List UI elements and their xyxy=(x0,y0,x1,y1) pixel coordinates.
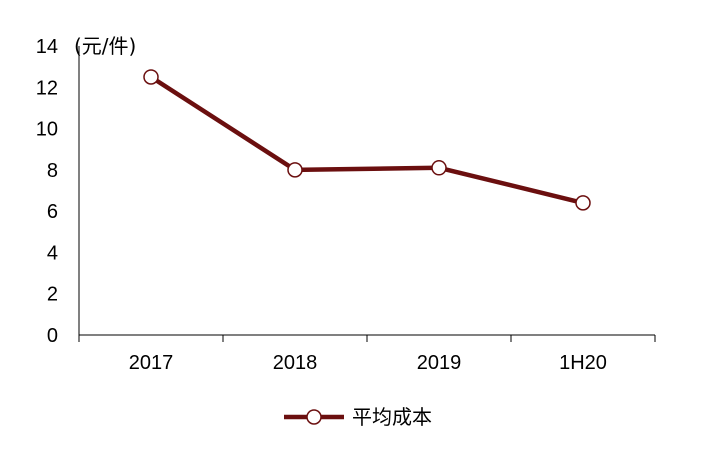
series-group xyxy=(143,69,591,211)
legend-label: 平均成本 xyxy=(352,405,432,429)
data-point-marker xyxy=(143,69,159,85)
x-axis-ticks: 2017 2018 2019 1H20 xyxy=(78,335,656,374)
series-line xyxy=(149,75,584,206)
x-tick-label: 2018 xyxy=(273,352,318,374)
y-tick-label: 4 xyxy=(47,242,58,264)
data-point-marker xyxy=(575,195,591,211)
x-tick-label: 2019 xyxy=(417,352,462,374)
y-tick-label: 0 xyxy=(47,325,58,347)
y-tick-label: 2 xyxy=(47,284,58,306)
legend-circle-marker xyxy=(306,409,322,425)
y-axis-ticks: 0 2 4 6 8 10 12 14 xyxy=(36,36,58,347)
y-tick-label: 8 xyxy=(47,160,58,182)
y-tick-label: 12 xyxy=(36,77,58,99)
x-tick-label: 1H20 xyxy=(559,352,607,374)
y-tick-label: 14 xyxy=(36,36,58,58)
y-axis-unit-label: (元/件) xyxy=(74,34,136,58)
legend: 平均成本 xyxy=(284,405,432,429)
data-point-marker xyxy=(287,162,303,178)
x-tick-label: 2017 xyxy=(129,352,174,374)
data-point-marker xyxy=(431,160,447,176)
y-tick-label: 6 xyxy=(47,201,58,223)
y-tick-label: 10 xyxy=(36,119,58,141)
